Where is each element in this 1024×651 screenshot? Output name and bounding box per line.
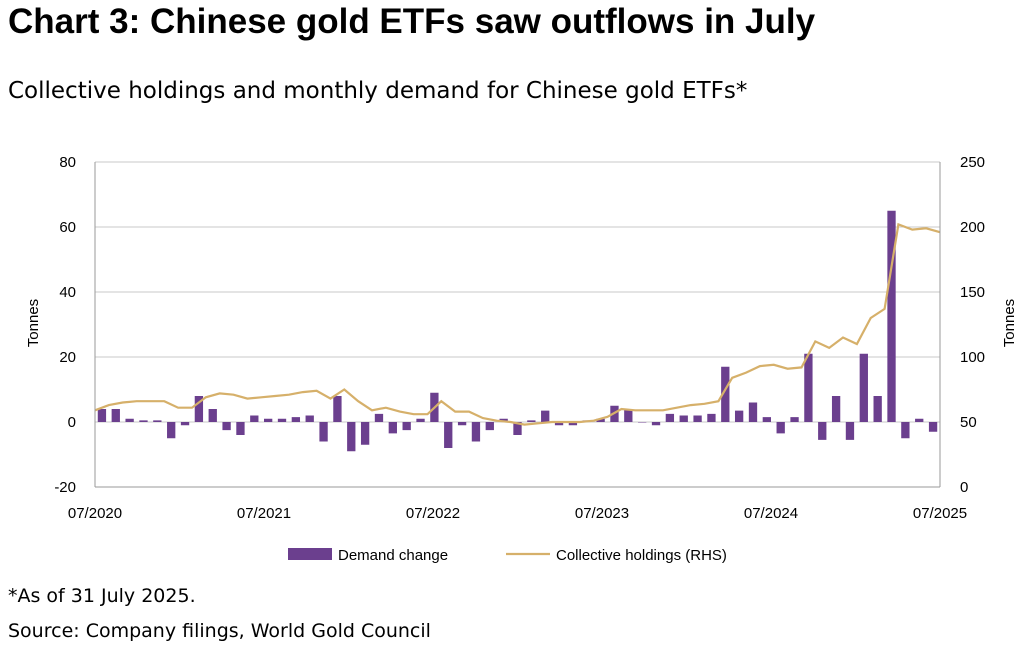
demand-bar bbox=[208, 409, 217, 422]
left-tick-label: 20 bbox=[59, 349, 76, 366]
demand-bar bbox=[402, 422, 411, 431]
gridlines bbox=[95, 161, 940, 488]
demand-bar bbox=[153, 420, 162, 422]
left-tick-label: 80 bbox=[59, 154, 76, 171]
demand-bar bbox=[818, 422, 827, 440]
demand-bar bbox=[527, 420, 536, 422]
demand-bar bbox=[250, 415, 259, 422]
demand-bar bbox=[748, 402, 758, 422]
demand-bar bbox=[319, 422, 328, 442]
demand-bar bbox=[416, 418, 425, 422]
left-tick-label: 40 bbox=[59, 284, 76, 301]
demand-bar bbox=[333, 396, 342, 422]
demand-bar bbox=[804, 353, 813, 422]
left-axis-label: Tonnes bbox=[25, 299, 42, 347]
x-tick-label: 07/2020 bbox=[68, 505, 122, 522]
demand-bar bbox=[679, 415, 688, 422]
demand-bars bbox=[97, 210, 938, 452]
x-tick-label: 07/2021 bbox=[237, 505, 291, 522]
right-tick-label: 100 bbox=[960, 349, 985, 366]
demand-bar bbox=[693, 415, 702, 422]
demand-bar bbox=[624, 409, 633, 422]
demand-bar bbox=[194, 396, 204, 422]
demand-bar bbox=[305, 415, 314, 422]
demand-bar bbox=[264, 418, 273, 422]
right-tick-label: 0 bbox=[960, 479, 968, 496]
demand-bar bbox=[485, 422, 494, 431]
demand-bar bbox=[873, 396, 882, 422]
x-tick-label: 07/2024 bbox=[744, 505, 798, 522]
left-tick-label: 0 bbox=[68, 414, 76, 431]
collective-holdings-line bbox=[94, 222, 941, 426]
demand-bar bbox=[554, 422, 564, 426]
demand-bar bbox=[513, 422, 522, 435]
left-axis-ticks: 80 60 40 20 0 -20 bbox=[54, 154, 76, 496]
demand-bar bbox=[180, 422, 190, 426]
footnote: *As of 31 July 2025. bbox=[8, 585, 196, 607]
demand-bar bbox=[388, 422, 397, 434]
demand-bar bbox=[125, 418, 134, 422]
demand-bar bbox=[915, 418, 924, 422]
x-axis-ticks: 07/2020 07/2021 07/2022 07/2023 07/2024 07/20… bbox=[68, 505, 967, 522]
demand-bar bbox=[444, 422, 453, 448]
demand-bar bbox=[568, 422, 578, 426]
demand-bar bbox=[347, 422, 356, 452]
demand-bar bbox=[457, 422, 467, 426]
demand-bar bbox=[928, 422, 938, 432]
left-tick-label: 60 bbox=[59, 219, 76, 236]
legend-bar-label: Demand change bbox=[338, 547, 448, 564]
x-tick-label: 07/2023 bbox=[575, 505, 629, 522]
demand-bar bbox=[707, 413, 716, 422]
chart-title: Chart 3: Chinese gold ETFs saw outflows … bbox=[8, 2, 816, 41]
demand-bar bbox=[139, 420, 148, 422]
demand-bar bbox=[541, 410, 550, 422]
right-tick-label: 50 bbox=[960, 414, 977, 431]
right-tick-label: 150 bbox=[960, 284, 985, 301]
right-tick-label: 250 bbox=[960, 154, 985, 171]
demand-bar bbox=[665, 413, 675, 422]
right-axis-ticks: 250 200 150 100 50 0 bbox=[960, 154, 985, 496]
demand-bar bbox=[277, 418, 287, 422]
demand-bar bbox=[360, 422, 370, 445]
demand-bar bbox=[111, 409, 120, 422]
demand-bar bbox=[721, 366, 730, 422]
demand-bar bbox=[845, 422, 855, 440]
demand-bar bbox=[167, 422, 176, 439]
demand-bar bbox=[887, 210, 896, 422]
demand-bar bbox=[638, 422, 647, 423]
demand-bar bbox=[291, 417, 301, 422]
right-tick-label: 200 bbox=[960, 219, 985, 236]
demand-bar bbox=[471, 422, 481, 442]
demand-bar bbox=[222, 422, 231, 431]
demand-bar bbox=[776, 422, 785, 434]
legend: Demand change Collective holdings (RHS) bbox=[288, 547, 727, 564]
demand-bar bbox=[762, 417, 771, 422]
chart-subtitle: Collective holdings and monthly demand f… bbox=[8, 78, 748, 104]
demand-bar bbox=[97, 409, 107, 422]
demand-bar bbox=[790, 417, 799, 422]
plot-frame bbox=[94, 162, 941, 488]
source-note: Source: Company filings, World Gold Coun… bbox=[8, 620, 431, 642]
right-axis-label: Tonnes bbox=[1001, 299, 1018, 347]
demand-bar bbox=[596, 418, 605, 422]
legend-line-label: Collective holdings (RHS) bbox=[556, 547, 727, 564]
demand-bar bbox=[859, 353, 868, 422]
demand-bar bbox=[651, 422, 661, 426]
legend-bar-swatch bbox=[288, 548, 332, 560]
demand-bar bbox=[236, 422, 245, 435]
x-tick-label: 07/2022 bbox=[406, 505, 460, 522]
x-tick-label: 07/2025 bbox=[913, 505, 967, 522]
demand-bar bbox=[374, 413, 384, 422]
demand-bar bbox=[734, 410, 744, 422]
left-tick-label: -20 bbox=[54, 479, 76, 496]
demand-bar bbox=[901, 422, 910, 439]
demand-bar bbox=[831, 396, 841, 422]
